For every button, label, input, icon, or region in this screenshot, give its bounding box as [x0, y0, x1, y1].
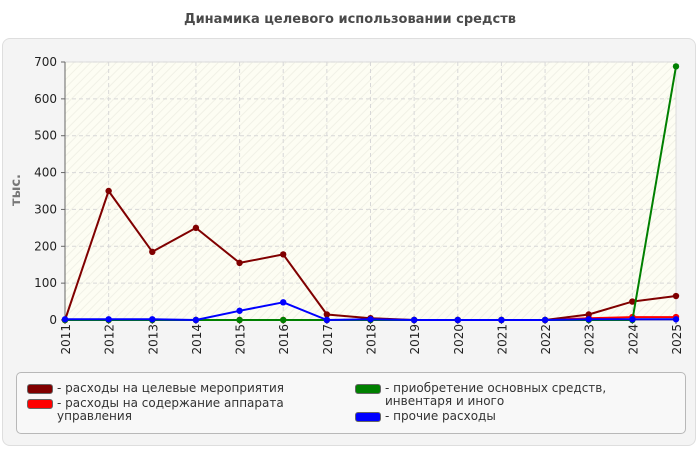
- data-point[interactable]: [192, 316, 200, 324]
- data-point[interactable]: [672, 63, 680, 70]
- data-point[interactable]: [585, 316, 592, 323]
- legend-swatch-4: [355, 412, 381, 422]
- data-point[interactable]: [105, 187, 112, 195]
- x-tick-label: 2012: [103, 324, 117, 355]
- data-point[interactable]: [149, 316, 156, 323]
- x-tick-label: 2023: [583, 324, 597, 355]
- x-tick-label: 2011: [59, 324, 73, 355]
- data-point[interactable]: [236, 307, 243, 314]
- data-point[interactable]: [498, 316, 505, 324]
- data-point[interactable]: [236, 259, 243, 267]
- data-point[interactable]: [280, 299, 287, 306]
- x-tick-label: 2016: [277, 324, 291, 355]
- data-point[interactable]: [236, 316, 243, 324]
- y-tick-label: 700: [34, 55, 57, 69]
- data-point[interactable]: [280, 251, 287, 258]
- data-point[interactable]: [280, 316, 287, 324]
- legend-swatch-3: [355, 384, 381, 394]
- x-tick-label: 2022: [539, 324, 553, 355]
- x-tick-label: 2020: [452, 324, 466, 355]
- y-tick-label: 500: [34, 129, 57, 143]
- data-point[interactable]: [629, 316, 636, 323]
- y-tick-label: 400: [34, 166, 57, 180]
- data-point[interactable]: [105, 316, 112, 323]
- y-tick-label: 200: [34, 239, 57, 253]
- data-point[interactable]: [192, 224, 200, 232]
- data-point[interactable]: [541, 316, 549, 324]
- data-point[interactable]: [672, 292, 680, 300]
- data-point[interactable]: [61, 316, 69, 323]
- x-tick-label: 2024: [626, 324, 640, 355]
- legend-label-2: - расходы на содержание аппарата управле…: [57, 396, 284, 423]
- y-tick-label: 600: [34, 92, 57, 106]
- x-tick-label: 2018: [365, 324, 379, 355]
- x-tick-label: 2015: [234, 324, 248, 355]
- x-tick-label: 2014: [190, 324, 204, 355]
- legend-swatch-2: [27, 399, 53, 409]
- x-tick-label: 2013: [146, 324, 160, 355]
- data-point[interactable]: [629, 298, 636, 305]
- data-point[interactable]: [585, 311, 592, 318]
- y-axis-label: тыс.: [9, 174, 24, 206]
- series-lines: [61, 63, 680, 324]
- legend-label-1: - расходы на целевые мероприятия: [57, 381, 284, 395]
- x-tick-label: 2019: [408, 324, 422, 355]
- data-point[interactable]: [323, 316, 331, 324]
- data-point[interactable]: [454, 316, 461, 324]
- gridlines: [65, 61, 676, 320]
- data-point[interactable]: [149, 248, 156, 256]
- chart-title: Динамика целевого использовании средств: [184, 12, 516, 27]
- data-point[interactable]: [672, 316, 680, 323]
- legend-swatch-1: [27, 384, 53, 394]
- x-tick-labels: 2011 2012 2013 2014 2015 2016 2017 2018 2019 2020…: [59, 320, 684, 355]
- data-point[interactable]: [367, 316, 374, 323]
- data-point[interactable]: [410, 316, 418, 324]
- legend-label-4: - прочие расходы: [385, 409, 496, 423]
- legend: - расходы на целевые мероприятия - расхо…: [16, 372, 686, 434]
- x-tick-label: 2017: [321, 324, 335, 355]
- legend-label-3: - приобретение основных средств, инвента…: [385, 381, 607, 408]
- y-tick-label: 0: [49, 313, 57, 327]
- data-point[interactable]: [323, 311, 331, 318]
- x-tick-label: 2025: [670, 324, 684, 355]
- x-tick-label: 2021: [495, 324, 509, 355]
- y-tick-label: 300: [34, 202, 57, 216]
- y-tick-labels: 0 100 200 300 400 500 600 700: [34, 55, 65, 327]
- y-tick-label: 100: [34, 276, 57, 290]
